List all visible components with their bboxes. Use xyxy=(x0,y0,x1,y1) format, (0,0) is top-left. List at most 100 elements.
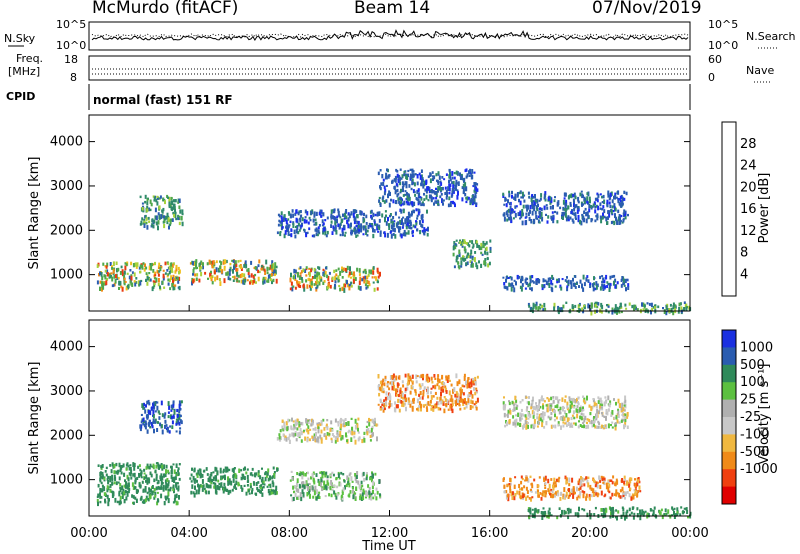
scatter-cell xyxy=(578,494,581,499)
scatter-cell xyxy=(535,301,538,306)
scatter-cell xyxy=(301,421,304,426)
scatter-cell xyxy=(201,488,204,492)
scatter-cell xyxy=(526,490,529,494)
scatter-cell xyxy=(601,275,604,278)
scatter-cell xyxy=(179,427,182,430)
scatter-cell xyxy=(156,270,159,274)
scatter-cell xyxy=(396,173,399,178)
scatter-cell xyxy=(387,216,389,222)
scatter-cell xyxy=(165,469,167,474)
scatter-cell xyxy=(157,212,160,216)
scatter-cell xyxy=(215,267,218,273)
scatter-cell xyxy=(629,480,632,484)
scatter-cell xyxy=(367,273,370,277)
scatter-cell xyxy=(166,269,169,272)
scatter-cell xyxy=(313,267,316,272)
scatter-cell xyxy=(531,194,534,197)
scatter-cell xyxy=(565,480,568,485)
scatter-cell xyxy=(608,285,611,289)
scatter-cell xyxy=(446,399,449,404)
scatter-cell xyxy=(558,399,561,401)
scatter-cell xyxy=(318,266,321,270)
scatter-cell xyxy=(562,407,564,412)
scatter-cell xyxy=(553,306,556,312)
scatter-cell xyxy=(402,216,405,219)
scatter-cell xyxy=(348,271,351,276)
scatter-cell xyxy=(615,401,617,406)
scatter-cell xyxy=(416,375,419,378)
scatter-cell xyxy=(420,203,423,207)
scatter-cell xyxy=(455,391,458,396)
scatter-cell xyxy=(620,284,623,288)
freq-panel: Freq. [MHz] 18 8 60 0 Nave xyxy=(8,52,774,84)
scatter-cell xyxy=(323,480,326,486)
scatter-cell xyxy=(172,284,175,288)
scatter-cell xyxy=(155,477,158,481)
scatter-cell xyxy=(296,497,299,500)
scatter-cell xyxy=(119,271,122,275)
scatter-cell xyxy=(463,373,466,377)
scatter-cell xyxy=(174,208,176,213)
scatter-cell xyxy=(318,422,321,426)
scatter-cell xyxy=(234,260,237,265)
scatter-cell xyxy=(317,478,320,483)
scatter-cell xyxy=(425,228,428,231)
scatter-cell xyxy=(462,255,465,258)
scatter-cell xyxy=(529,308,532,312)
scatter-cell xyxy=(590,487,593,491)
scatter-cell xyxy=(468,383,471,388)
scatter-cell xyxy=(194,260,197,264)
scatter-cell xyxy=(421,229,424,233)
scatter-cell xyxy=(310,210,313,215)
scatter-cell xyxy=(579,192,582,197)
scatter-cell xyxy=(400,394,403,397)
scatter-cell xyxy=(173,497,176,503)
scatter-cell xyxy=(164,479,167,484)
scatter-cell xyxy=(267,278,270,283)
scatter-cell xyxy=(313,234,316,238)
scatter-cell xyxy=(520,480,523,485)
scatter-cell xyxy=(191,484,194,489)
scatter-cell xyxy=(151,465,154,468)
scatter-cell xyxy=(271,475,274,478)
scatter-cell xyxy=(536,407,539,413)
scatter-cell xyxy=(592,478,595,483)
scatter-cell xyxy=(327,275,330,281)
scatter-cell xyxy=(179,419,182,424)
scatter-cell xyxy=(544,279,547,282)
scatter-cell xyxy=(464,258,467,261)
scatter-cell xyxy=(518,483,521,489)
scatter-cell xyxy=(628,507,631,512)
scatter-cell xyxy=(171,200,173,205)
scatter-cell xyxy=(451,187,454,192)
scatter-cell xyxy=(525,496,528,501)
scatter-cell xyxy=(345,209,348,214)
scatter-cell xyxy=(266,485,269,488)
scatter-cell xyxy=(602,277,605,281)
scatter-cell xyxy=(557,478,560,483)
scatter-cell xyxy=(180,215,183,221)
scatter-cell xyxy=(158,262,161,268)
date-title: 07/Nov/2019 xyxy=(592,0,702,18)
scatter-cell xyxy=(518,490,521,496)
scatter-cell xyxy=(232,475,235,478)
scatter-cell xyxy=(407,211,410,216)
scatter-cell xyxy=(593,276,595,281)
scatter-cell xyxy=(199,472,202,477)
scatter-cell xyxy=(551,211,554,214)
scatter-cell xyxy=(165,464,168,469)
scatter-cell xyxy=(167,217,170,222)
scatter-cell xyxy=(340,494,343,499)
scatter-cell xyxy=(602,194,605,199)
scatter-cell xyxy=(347,225,350,229)
scatter-cell xyxy=(378,196,381,199)
scatter-cell xyxy=(484,250,486,254)
scatter-cell xyxy=(217,267,220,273)
scatter-cell xyxy=(397,225,400,230)
scatter-cell xyxy=(413,209,415,214)
scatter-cell xyxy=(538,306,541,309)
scatter-cell xyxy=(605,400,607,404)
scatter-cell xyxy=(260,486,262,489)
scatter-cell xyxy=(439,195,442,199)
scatter-cell xyxy=(117,481,120,484)
